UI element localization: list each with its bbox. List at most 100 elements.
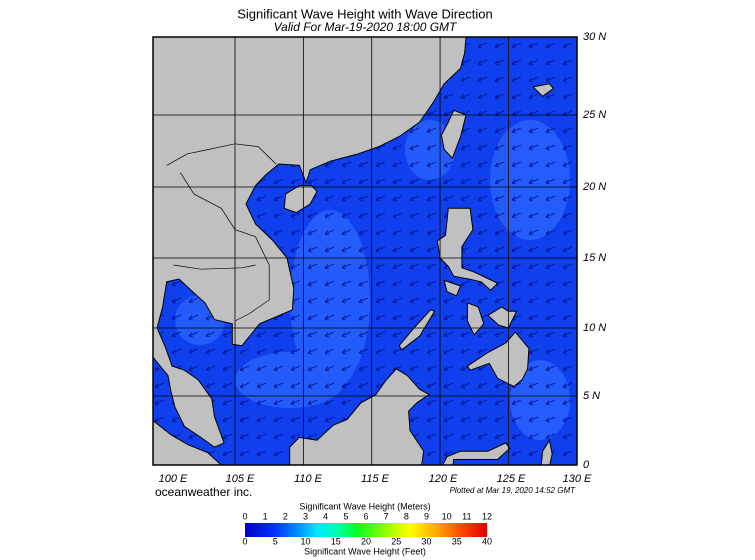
arrow (426, 433, 437, 440)
arrow (528, 42, 539, 49)
feet-tick-label: 5 (273, 536, 278, 546)
landmass (531, 83, 555, 97)
arrow (392, 144, 403, 151)
arrow (477, 365, 488, 372)
arrow (392, 348, 403, 355)
arrow (477, 297, 488, 304)
arrow (222, 382, 233, 389)
arrow (562, 229, 573, 236)
feet-tick-label: 35 (452, 536, 462, 546)
arrow (409, 144, 420, 151)
arrow (460, 76, 471, 83)
arrow (290, 314, 301, 321)
arrow (477, 76, 488, 83)
arrow (273, 433, 284, 440)
arrow (290, 212, 301, 219)
arrow (222, 365, 233, 372)
coordinate-labels: 100 E 105 E 110 E 115 E 120 E 125 E 130 E 30 N 2… (159, 31, 607, 485)
arrow (358, 331, 369, 338)
landmass (466, 331, 530, 388)
arrow (273, 178, 284, 185)
meters-tick-label: 4 (323, 511, 328, 521)
arrow (290, 246, 301, 253)
arrow (392, 212, 403, 219)
arrow (256, 331, 267, 338)
arrow (392, 178, 403, 185)
arrow (494, 144, 505, 151)
arrow (341, 331, 352, 338)
arrow (222, 433, 233, 440)
feet-tick-label: 0 (242, 536, 247, 546)
arrow (171, 280, 182, 287)
arrow (511, 416, 522, 423)
arrow (494, 331, 505, 338)
arrow (528, 433, 539, 440)
arrow (358, 382, 369, 389)
arrow (375, 314, 386, 321)
arrow (171, 348, 182, 355)
arrow (273, 331, 284, 338)
arrow (375, 161, 386, 168)
arrow (511, 297, 522, 304)
arrow (494, 161, 505, 168)
arrow (426, 365, 437, 372)
arrow (290, 263, 301, 270)
arrow (562, 246, 573, 253)
arrow (273, 450, 284, 457)
arrow (358, 348, 369, 355)
arrow (341, 263, 352, 270)
arrow (494, 399, 505, 406)
arrow (562, 331, 573, 338)
arrow (375, 280, 386, 287)
arrow (562, 450, 573, 457)
lon-label: 125 E (497, 473, 526, 485)
arrow (443, 399, 454, 406)
arrow (307, 416, 318, 423)
colorbar-ticks: 0 1 2 3 4 5 6 7 8 9 10 11 120 5 10 15 20 25 30 35 40 (242, 511, 492, 546)
arrow (528, 314, 539, 321)
arrow (409, 280, 420, 287)
arrow (511, 399, 522, 406)
arrow (307, 229, 318, 236)
feet-tick-label: 10 (300, 536, 310, 546)
arrow (528, 212, 539, 219)
arrow (256, 348, 267, 355)
arrow (205, 348, 216, 355)
arrow (494, 382, 505, 389)
arrow (358, 280, 369, 287)
arrow (290, 365, 301, 372)
arrow (494, 297, 505, 304)
arrow (545, 93, 556, 100)
arrow (494, 229, 505, 236)
arrow (392, 229, 403, 236)
arrow (511, 127, 522, 134)
arrow (426, 144, 437, 151)
arrow (205, 365, 216, 372)
map (153, 37, 577, 465)
arrow (256, 399, 267, 406)
arrow (562, 433, 573, 440)
arrow (307, 382, 318, 389)
landmass (153, 419, 222, 465)
arrow (307, 297, 318, 304)
border (180, 172, 270, 322)
arrow (562, 263, 573, 270)
arrow (477, 348, 488, 355)
arrow (494, 212, 505, 219)
arrow (528, 195, 539, 202)
arrow (545, 416, 556, 423)
arrow (324, 161, 335, 168)
arrow (375, 195, 386, 202)
arrow (392, 263, 403, 270)
lat-label: 15 N (583, 252, 606, 264)
arrow (528, 297, 539, 304)
arrow (392, 195, 403, 202)
arrow (443, 416, 454, 423)
arrow (426, 195, 437, 202)
arrow (528, 127, 539, 134)
arrow (171, 297, 182, 304)
arrow (341, 229, 352, 236)
arrow (545, 59, 556, 66)
arrow (375, 365, 386, 372)
arrow (392, 280, 403, 287)
